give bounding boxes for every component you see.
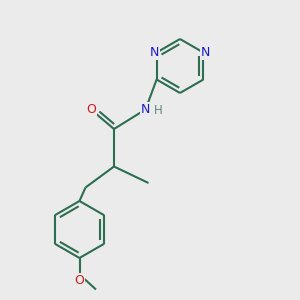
Text: O: O [75,274,84,287]
Text: N: N [141,103,150,116]
Text: O: O [87,103,96,116]
Text: N: N [149,46,159,59]
Text: H: H [154,104,163,118]
Text: N: N [201,46,211,59]
